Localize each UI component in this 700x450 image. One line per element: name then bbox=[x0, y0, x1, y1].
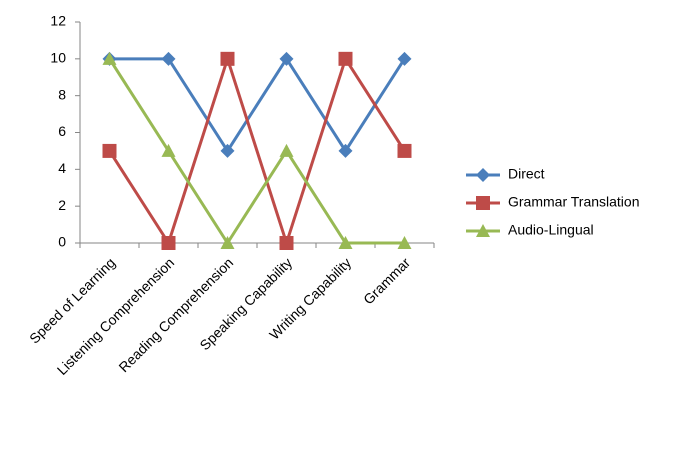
series-line bbox=[108, 58, 405, 246]
data-point bbox=[338, 143, 353, 158]
data-point bbox=[161, 236, 176, 250]
x-tick-label: Grammar bbox=[360, 254, 413, 307]
series-line bbox=[108, 53, 406, 248]
legend-marker bbox=[476, 224, 490, 237]
data-point bbox=[220, 143, 235, 158]
y-tick-label: 4 bbox=[58, 160, 66, 176]
data-point bbox=[161, 51, 176, 66]
data-point bbox=[102, 143, 117, 158]
y-tick-label: 2 bbox=[58, 197, 66, 213]
data-point bbox=[338, 51, 353, 66]
legend-label: Direct bbox=[508, 166, 545, 182]
y-tick-label: 8 bbox=[58, 86, 66, 102]
data-point bbox=[279, 143, 294, 157]
data-point bbox=[397, 143, 412, 158]
data-point bbox=[102, 51, 117, 65]
legend-label: Audio-Lingual bbox=[508, 222, 594, 238]
x-tick-label: Listening Comprehension bbox=[54, 254, 178, 378]
legend-label: Grammar Translation bbox=[508, 194, 639, 210]
data-point bbox=[338, 236, 353, 249]
data-point bbox=[279, 236, 294, 250]
data-point bbox=[220, 51, 235, 66]
series-line bbox=[109, 56, 406, 154]
data-point bbox=[397, 51, 412, 66]
y-tick-label: 12 bbox=[50, 13, 66, 29]
data-point bbox=[220, 236, 235, 249]
data-point bbox=[397, 236, 412, 249]
x-tick-label: Reading Comprehension bbox=[115, 254, 236, 375]
y-tick-label: 6 bbox=[58, 123, 66, 139]
data-point bbox=[161, 143, 176, 157]
y-tick-label: 10 bbox=[50, 50, 66, 66]
legend-marker bbox=[476, 196, 490, 210]
legend-marker bbox=[476, 168, 490, 182]
y-tick-label: 0 bbox=[58, 234, 66, 250]
data-point bbox=[279, 51, 294, 66]
